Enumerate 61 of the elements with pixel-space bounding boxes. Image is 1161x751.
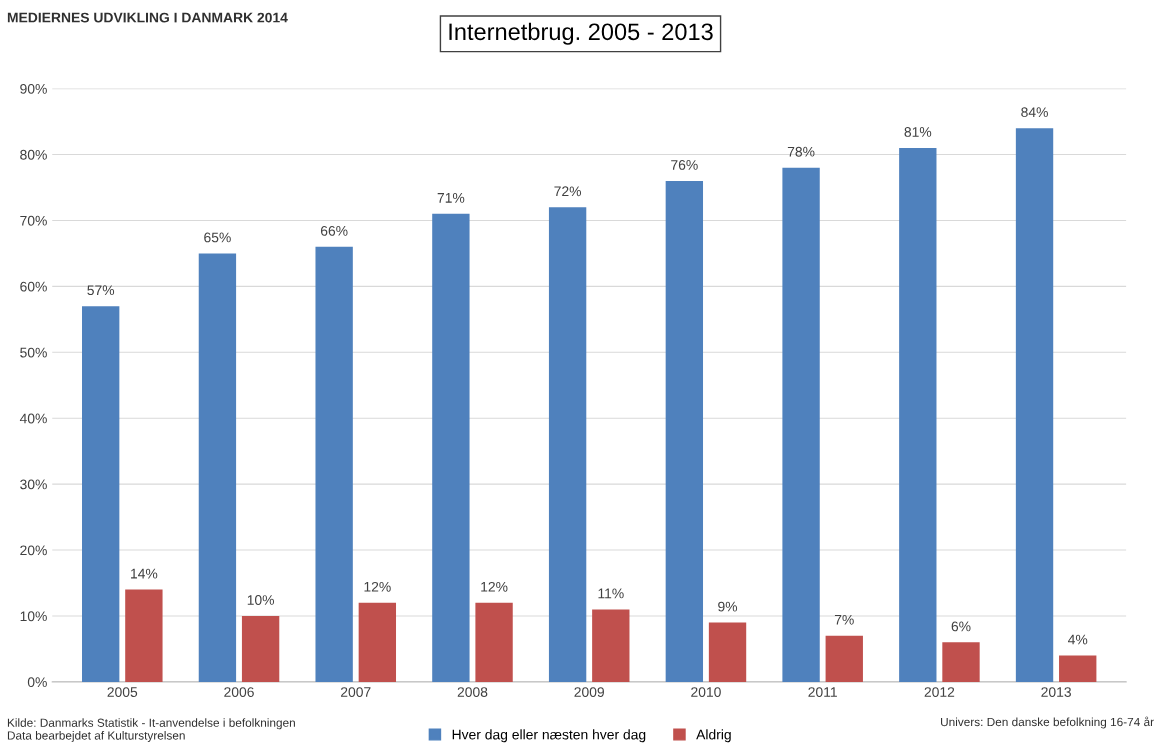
y-tick-label: 50%	[20, 347, 47, 358]
data-label: 9%	[718, 601, 738, 612]
bar	[548, 207, 587, 682]
bar	[315, 246, 353, 682]
bar	[942, 642, 980, 682]
y-tick-label: 40%	[19, 413, 47, 424]
bar	[358, 602, 397, 682]
y-tick-label: 60%	[20, 281, 47, 292]
x-tick-label: 2009	[574, 687, 604, 697]
data-label: 81%	[904, 127, 932, 137]
data-label: 11%	[598, 588, 624, 599]
bar	[241, 615, 280, 682]
text: Univers: Den danske befolkning 16-74 år	[941, 716, 1154, 729]
data-label: 84%	[1021, 107, 1048, 118]
x-tick-label: 2012	[924, 687, 955, 697]
bar	[592, 609, 630, 682]
y-tick-label: 0%	[27, 677, 47, 688]
y-tick-label: 80%	[20, 149, 47, 160]
y-tick-label: 70%	[20, 215, 47, 226]
data-label: 72%	[554, 186, 582, 197]
legend-label: Hver dag eller næsten hver dag	[452, 729, 646, 743]
data-label: 4%	[1068, 634, 1088, 645]
data-label: 66%	[320, 225, 348, 236]
text: Kilde: Danmarks Statistik - It-anvendelse i befolkningen Data bearbejdet af Kulturstyrelsen	[7, 718, 295, 742]
data-label: 10%	[247, 595, 275, 605]
bar	[825, 635, 863, 682]
data-label: 12%	[364, 581, 391, 592]
x-tick-label: 2010	[691, 687, 721, 697]
bar	[125, 589, 163, 682]
bar	[899, 147, 937, 682]
x-tick-label: 2008	[457, 687, 488, 697]
x-tick-label: 2006	[224, 687, 254, 697]
x-tick-label: 2011	[808, 687, 837, 697]
chart-title: Internetbrug. 2005 - 2013	[449, 22, 713, 45]
data-label: 76%	[671, 159, 698, 170]
x-tick-label: 2007	[341, 687, 371, 697]
legend-label: Aldrig	[696, 729, 731, 743]
data-label: 78%	[787, 146, 815, 157]
x-tick-label: 2005	[107, 687, 138, 697]
data-label: 57%	[87, 285, 115, 296]
bar	[708, 622, 747, 682]
bar	[665, 180, 704, 682]
y-tick-label: 20%	[20, 545, 47, 556]
x-tick-label: 2013	[1041, 687, 1071, 697]
data-label: 12%	[481, 581, 508, 592]
data-label: 14%	[131, 568, 158, 579]
y-tick-label: 30%	[20, 479, 47, 490]
bar	[475, 602, 513, 682]
text: MEDIERNES UDVIKLING I DANMARK 2014	[7, 12, 288, 23]
data-label: 6%	[951, 621, 971, 632]
bar	[1015, 128, 1054, 682]
data-label: 65%	[204, 232, 231, 243]
bar	[782, 167, 820, 682]
bar	[432, 213, 470, 682]
y-tick-label: 10%	[20, 611, 47, 622]
data-label: 7%	[834, 614, 854, 625]
bar	[82, 306, 120, 682]
bar	[198, 253, 237, 682]
y-tick-label: 90%	[20, 83, 47, 94]
data-label: 71%	[437, 193, 465, 203]
bar	[1059, 655, 1097, 682]
